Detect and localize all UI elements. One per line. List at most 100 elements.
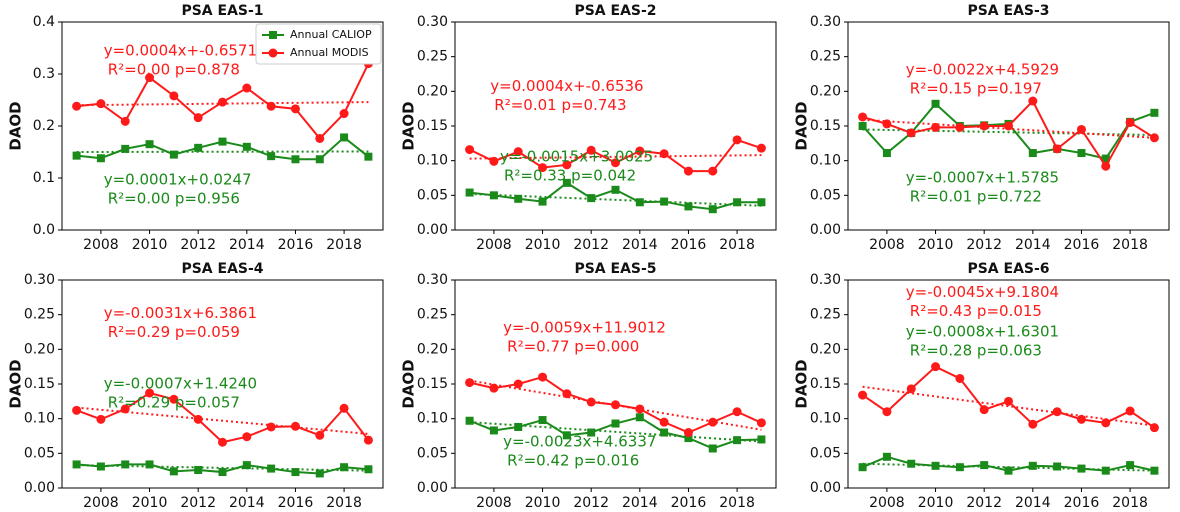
- x-tick-label: 2010: [132, 495, 168, 511]
- marker: [266, 101, 276, 111]
- marker: [635, 198, 644, 207]
- x-tick-label: 2008: [83, 495, 119, 511]
- annotation: y=0.0004x+-0.6571: [104, 42, 257, 60]
- marker: [290, 104, 300, 114]
- marker: [120, 404, 130, 414]
- y-tick-label: 0.10: [810, 411, 841, 427]
- marker: [882, 119, 892, 129]
- subplot: PSA EAS-6 DAOD 0.00 0.05 0.10 0.15 0.20 0.25 0.3…: [793, 261, 1170, 511]
- y-tick-label: 0.05: [810, 445, 841, 461]
- y-axis-label: DAOD: [7, 359, 25, 408]
- x-tick-label: 2008: [476, 237, 512, 253]
- x-tick-label: 2010: [525, 495, 561, 511]
- x-tick-label: 2012: [966, 495, 1002, 511]
- annotation: R²=0.77 p=0.000: [507, 337, 639, 355]
- marker: [242, 432, 252, 442]
- marker: [683, 428, 693, 438]
- y-tick-label: 0.30: [417, 14, 448, 30]
- marker: [1077, 464, 1086, 473]
- marker: [267, 152, 276, 161]
- legend-marker: [268, 48, 278, 58]
- annotation: y=-0.0022x+4.5929: [906, 60, 1059, 78]
- plot-frame: [454, 21, 777, 231]
- marker: [562, 431, 571, 440]
- x-tick-label: 2018: [1112, 495, 1148, 511]
- marker: [340, 463, 349, 472]
- marker: [315, 469, 324, 478]
- marker: [1101, 161, 1111, 171]
- marker: [96, 414, 106, 424]
- marker: [169, 91, 179, 101]
- marker: [684, 202, 693, 211]
- y-tick-label: 0.20: [810, 341, 841, 357]
- y-tick-label: 0.05: [24, 445, 55, 461]
- trend-line: [76, 150, 369, 153]
- marker: [562, 178, 571, 187]
- marker: [291, 155, 300, 164]
- x-tick-label: 2010: [132, 237, 168, 253]
- marker: [1028, 96, 1038, 106]
- x-tick-label: 2014: [1015, 495, 1051, 511]
- y-tick-label: 0.2: [33, 118, 55, 134]
- marker: [611, 158, 620, 168]
- marker: [193, 414, 203, 424]
- annotation: R²=0.29 p=0.057: [108, 394, 240, 412]
- marker: [562, 389, 572, 399]
- marker: [218, 137, 227, 146]
- trend-line: [862, 128, 1155, 137]
- annotation: R²=0.01 p=0.743: [494, 96, 626, 114]
- subplot-title: PSA EAS-1: [181, 3, 263, 19]
- annotation: R²=0.43 p=0.015: [910, 302, 1042, 320]
- marker: [218, 97, 227, 107]
- y-tick-label: 0.10: [417, 153, 448, 169]
- y-axis-label: DAOD: [7, 101, 25, 150]
- marker: [72, 101, 82, 111]
- x-tick-label: 2012: [573, 237, 609, 253]
- x-tick-label: 2014: [229, 237, 265, 253]
- legend-marker: [269, 31, 277, 39]
- marker: [979, 405, 989, 415]
- marker: [757, 435, 766, 444]
- marker: [514, 422, 523, 431]
- marker: [513, 147, 523, 157]
- marker: [586, 145, 596, 155]
- marker: [907, 459, 916, 468]
- y-tick-label: 0.10: [24, 411, 55, 427]
- marker: [1076, 414, 1086, 424]
- x-tick-label: 2014: [1015, 237, 1051, 253]
- marker: [756, 143, 766, 153]
- marker: [363, 435, 373, 445]
- y-tick-label: 0.25: [810, 307, 841, 323]
- x-tick-label: 2008: [83, 237, 119, 253]
- y-tick-label: 0.15: [810, 376, 841, 392]
- marker: [906, 128, 916, 138]
- subplot-title: PSA EAS-3: [967, 3, 1049, 19]
- annotation: R²=0.42 p=0.016: [507, 452, 639, 470]
- x-tick-label: 2016: [671, 237, 707, 253]
- y-tick-label: 0.25: [24, 307, 55, 323]
- marker: [267, 464, 276, 473]
- marker: [1028, 149, 1037, 158]
- marker: [513, 379, 523, 389]
- marker: [756, 418, 766, 428]
- marker: [660, 428, 669, 437]
- y-tick-label: 0.25: [417, 49, 448, 65]
- marker: [611, 419, 620, 428]
- marker: [1149, 133, 1159, 143]
- y-tick-label: 0.30: [810, 14, 841, 30]
- y-tick-label: 0.20: [417, 83, 448, 99]
- marker: [489, 383, 499, 393]
- marker: [980, 461, 989, 470]
- marker: [72, 460, 81, 469]
- y-tick-label: 0.30: [417, 272, 448, 288]
- marker: [858, 112, 868, 122]
- marker: [635, 413, 644, 422]
- y-tick-label: 0.30: [24, 272, 55, 288]
- y-tick-label: 0.10: [810, 153, 841, 169]
- marker: [340, 133, 349, 142]
- marker: [882, 452, 891, 461]
- marker: [96, 99, 106, 109]
- x-tick-label: 2010: [918, 237, 954, 253]
- y-tick-label: 0.25: [810, 49, 841, 65]
- marker: [145, 460, 154, 469]
